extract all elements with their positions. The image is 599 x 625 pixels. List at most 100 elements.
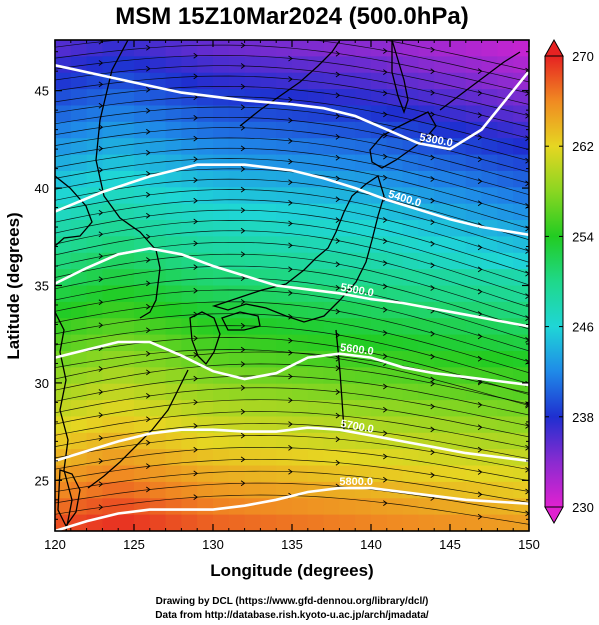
field-cell (118, 187, 135, 205)
field-cell (355, 203, 372, 221)
field-cell (339, 301, 356, 319)
field-cell (134, 154, 151, 172)
field-cell (386, 400, 404, 418)
field-cell (102, 481, 119, 499)
field-cell (276, 514, 293, 531)
field-cell (260, 236, 277, 254)
field-cell (418, 416, 435, 434)
streamline-arrow (288, 96, 293, 103)
field-cell (213, 121, 230, 139)
field-cell (228, 89, 246, 107)
field-cell (465, 138, 483, 156)
field-cell (434, 236, 451, 254)
coast-korea (95, 40, 161, 319)
field-cell (481, 154, 498, 172)
field-cell (86, 154, 103, 172)
field-cell (213, 400, 230, 418)
field-cell (386, 334, 404, 352)
field-cell (197, 367, 214, 385)
field-cell (418, 252, 435, 270)
streamline-arrow (335, 238, 341, 244)
field-cell (497, 514, 514, 531)
streamline-arrow (477, 469, 483, 475)
field-cell (197, 72, 214, 90)
streamline-arrow (98, 412, 104, 418)
field-cell (102, 367, 119, 385)
field-cell (134, 318, 151, 336)
field-cell (118, 40, 135, 57)
streamline (55, 85, 529, 139)
streamline-arrow (430, 330, 435, 337)
field-cell (386, 154, 404, 172)
field-cell (386, 367, 404, 385)
streamline-arrow (477, 244, 483, 251)
field-cell (213, 56, 230, 74)
field-cell (149, 220, 167, 237)
field-cell (292, 514, 309, 531)
field-cell (418, 187, 435, 205)
streamline-arrow (146, 233, 151, 240)
streamline-arrow (383, 217, 388, 223)
field-cell (228, 138, 246, 156)
field-cell (513, 56, 529, 74)
field-cell (165, 301, 182, 319)
streamline-arrow (525, 488, 529, 495)
streamline-arrow (335, 261, 341, 268)
field-cell (86, 236, 103, 254)
field-cell (213, 514, 230, 531)
streamline-arrow (240, 456, 246, 463)
streamline-arrow (240, 322, 246, 329)
streamline (55, 40, 529, 83)
streamline-arrow (146, 44, 151, 51)
field-cell (260, 514, 277, 531)
field-cell (244, 498, 261, 516)
field-cell (197, 400, 214, 418)
field-cell (165, 56, 182, 74)
contour-line (55, 426, 529, 463)
field-cell (386, 269, 404, 287)
field-cell (149, 481, 167, 499)
streamline-arrow (335, 285, 341, 291)
field-cell (70, 498, 88, 516)
field-cell (213, 432, 230, 450)
field-cell (402, 334, 419, 352)
field-cell (292, 154, 309, 172)
field-cell (118, 400, 135, 418)
field-cell (481, 301, 498, 319)
field-cell (434, 334, 451, 352)
field-cell (450, 187, 467, 205)
field-cell (213, 40, 230, 57)
field-cell (86, 383, 103, 401)
y-tick-label: 30 (35, 376, 49, 391)
field-cell (497, 138, 514, 156)
field-cell (197, 269, 214, 287)
field-cell (244, 350, 261, 368)
streamline-arrow (146, 212, 151, 219)
field-cell (434, 465, 451, 483)
field-cell (481, 40, 498, 57)
field-cell (355, 367, 372, 385)
field-cell (481, 203, 498, 221)
field-cell (55, 170, 72, 188)
streamline-arrow (98, 504, 104, 511)
field-cell (86, 72, 103, 90)
field-cell (339, 203, 356, 221)
field-cell (513, 203, 529, 221)
field-cell (450, 203, 467, 221)
x-tick-label: 150 (518, 537, 540, 552)
field-cell (386, 236, 404, 254)
field-cell (86, 432, 103, 450)
field-cell (450, 318, 467, 336)
field-cell (181, 203, 198, 221)
streamline-arrow (288, 337, 293, 344)
field-cell (307, 400, 325, 418)
field-cell (386, 514, 404, 531)
field-cell (70, 40, 88, 57)
streamline-arrow (240, 432, 246, 439)
streamline-arrow (98, 209, 104, 216)
streamline-arrow (525, 90, 529, 97)
field-cell (55, 400, 72, 418)
coast-shikoku (221, 311, 261, 331)
field-cell (276, 481, 293, 499)
streamline-arrow (335, 175, 341, 182)
